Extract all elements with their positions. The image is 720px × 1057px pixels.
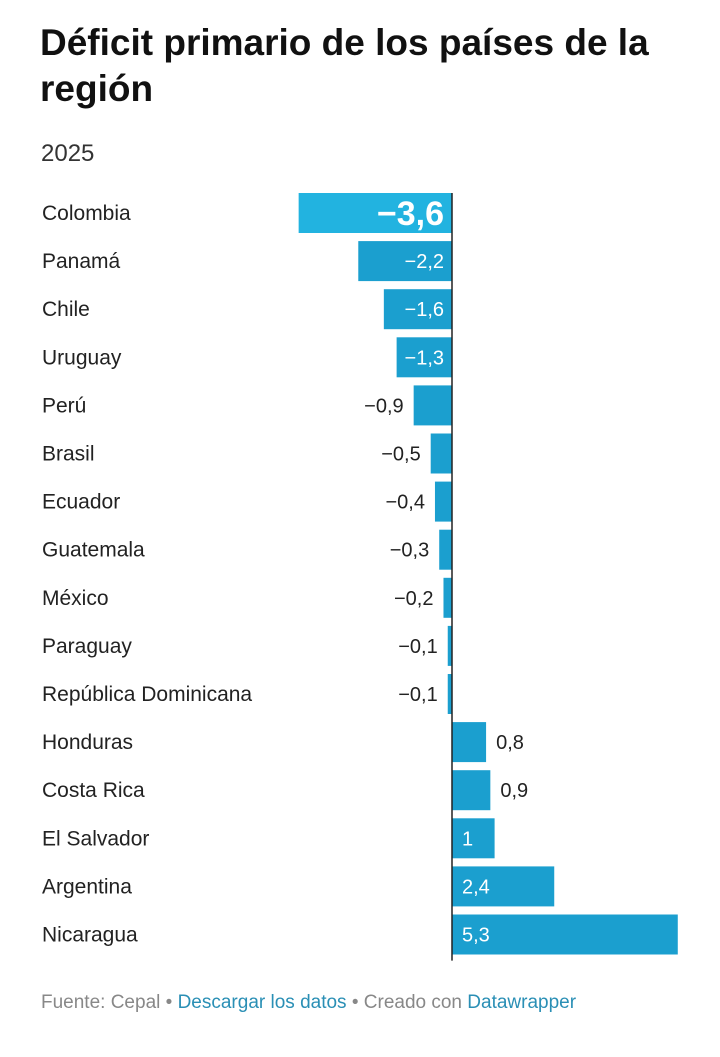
bar	[358, 241, 452, 282]
category-label: Argentina	[42, 875, 132, 898]
value-label: 1	[462, 828, 473, 850]
value-label: −2,2	[405, 251, 444, 273]
chart-footer: Fuente: Cepal • Descargar los datos • Cr…	[41, 992, 576, 1014]
value-label: 0,9	[500, 780, 528, 802]
bar	[452, 866, 555, 907]
bar	[447, 674, 452, 714]
value-label: −0,3	[390, 540, 429, 562]
chart-title: Déficit primario de los países de la reg…	[40, 22, 649, 109]
created-with-text: Creado con	[363, 992, 462, 1013]
value-label: 5,3	[462, 925, 490, 947]
bar	[452, 914, 678, 955]
category-label: Ecuador	[42, 491, 120, 514]
source-note: Fuente: Cepal	[41, 992, 161, 1013]
bar	[430, 433, 452, 474]
value-label: 0,8	[496, 732, 524, 754]
datawrapper-link[interactable]: Datawrapper	[467, 992, 577, 1013]
category-label: Paraguay	[42, 635, 132, 658]
value-label: −0,2	[394, 588, 433, 610]
category-label: Nicaragua	[42, 924, 138, 947]
category-label: Brasil	[42, 443, 95, 466]
category-label: Costa Rica	[42, 779, 145, 802]
category-label: República Dominicana	[42, 683, 252, 706]
bar	[298, 193, 452, 233]
category-label: Perú	[42, 394, 86, 417]
footer-separator: •	[351, 992, 359, 1013]
footer-separator: •	[165, 992, 173, 1013]
value-label: −0,9	[364, 395, 403, 417]
value-label: −0,5	[381, 444, 420, 466]
category-label: Uruguay	[42, 346, 122, 369]
category-label: El Salvador	[42, 827, 149, 850]
value-label: −0,1	[398, 636, 437, 658]
bar	[439, 529, 452, 570]
value-label: −0,4	[385, 492, 424, 514]
bar	[452, 818, 495, 859]
value-label: 2,4	[462, 876, 490, 898]
category-label: Guatemala	[42, 539, 145, 562]
bar	[452, 770, 491, 811]
download-data-link[interactable]: Descargar los datos	[177, 992, 347, 1013]
category-label: Colombia	[42, 202, 131, 225]
chart-subtitle: 2025	[41, 140, 95, 167]
bar	[413, 385, 452, 426]
category-label: México	[42, 587, 109, 610]
bar	[447, 625, 452, 666]
category-label: Panamá	[42, 250, 121, 273]
bar	[383, 289, 452, 330]
value-label: −3,6	[377, 195, 444, 233]
bar	[396, 337, 452, 378]
category-label: Chile	[42, 298, 90, 321]
bar	[452, 722, 487, 763]
bar	[443, 577, 452, 618]
value-label: −1,6	[405, 299, 444, 321]
value-label: −0,1	[398, 684, 437, 706]
bar	[434, 481, 452, 522]
category-label: Honduras	[42, 731, 133, 754]
bar-chart: Colombia −3,6 Panamá −2,2 Chile −1,6 Uruguay −1…	[42, 193, 678, 961]
value-label: −1,3	[405, 347, 444, 369]
